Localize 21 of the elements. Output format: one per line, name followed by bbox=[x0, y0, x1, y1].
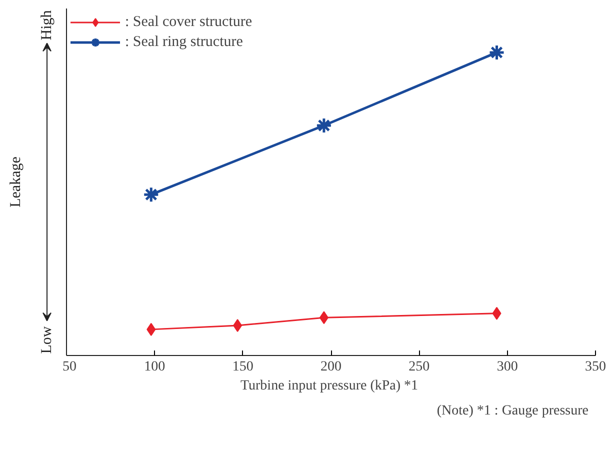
text: (Note) *1 : Gauge pressure bbox=[436, 404, 589, 418]
text: High bbox=[39, 10, 55, 40]
point bbox=[492, 306, 502, 320]
x-tick-label: 250 bbox=[408, 360, 430, 374]
point bbox=[316, 117, 332, 134]
legend-label: : Seal cover structure bbox=[125, 14, 252, 30]
y-axis-title: Leakage bbox=[8, 156, 24, 208]
x-axis-title: Turbine input pressure (kPa) *1 bbox=[240, 378, 418, 394]
point bbox=[142, 186, 160, 203]
point bbox=[319, 311, 328, 324]
x-tick-label: 50 bbox=[62, 360, 76, 374]
point bbox=[488, 44, 506, 61]
point bbox=[146, 322, 156, 336]
x-tick-label: 350 bbox=[585, 360, 606, 374]
text: Low bbox=[39, 326, 55, 354]
x-tick-label: 300 bbox=[496, 360, 518, 374]
point bbox=[233, 318, 242, 332]
x-tick-label: 150 bbox=[232, 360, 254, 374]
legend-label: : Seal ring structure bbox=[125, 34, 243, 50]
x-tick-label: 200 bbox=[320, 360, 342, 374]
x-tick-label: 100 bbox=[144, 360, 166, 374]
